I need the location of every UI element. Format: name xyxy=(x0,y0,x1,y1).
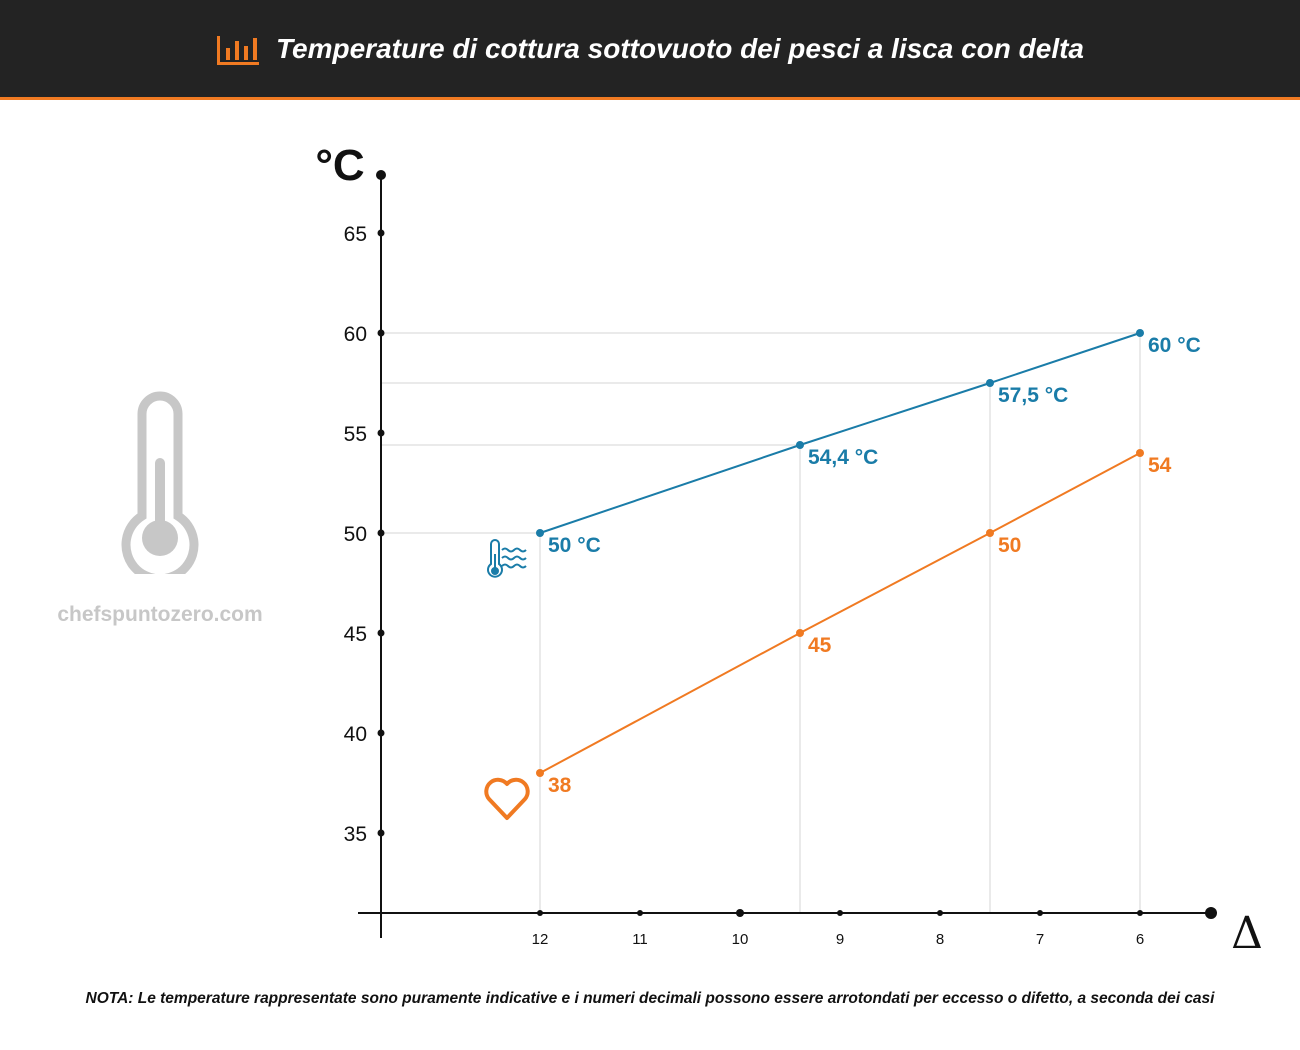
data-point xyxy=(536,769,544,777)
header-content: Temperature di cottura sottovuoto dei pe… xyxy=(0,0,1300,97)
data-point xyxy=(986,379,994,387)
y-tick-label: 45 xyxy=(344,623,367,646)
thermometer-icon xyxy=(121,391,199,574)
y-tick-label: 65 xyxy=(344,223,367,246)
y-tick-dot xyxy=(377,829,385,837)
series-1: 50 °C 54,4 °C 57,5 °C 60 °C xyxy=(536,329,1201,557)
x-tick-dot xyxy=(537,910,543,916)
watermark-text: chefspuntozero.com xyxy=(57,603,263,626)
x-tick-dot xyxy=(1037,910,1043,916)
water-thermometer-icon xyxy=(487,539,527,578)
data-point xyxy=(986,529,994,537)
x-tick-label: 9 xyxy=(836,931,844,948)
x-tick-label: 8 xyxy=(936,931,944,948)
y-axis-label: °C xyxy=(315,141,364,190)
y-tick-label: 50 xyxy=(344,523,367,546)
chart-title: Temperature di cottura sottovuoto dei pe… xyxy=(275,32,1085,64)
grid-lines xyxy=(381,332,1141,913)
series: 50 °C 54,4 °C 57,5 °C 60 °C 38 45 50 54 xyxy=(536,329,1201,797)
x-tick-dot xyxy=(736,909,744,917)
axes: °C Δ xyxy=(315,141,1263,959)
data-label: 54 xyxy=(1148,454,1172,477)
data-point xyxy=(536,529,544,537)
series-2: 38 45 50 54 xyxy=(536,449,1172,797)
y-tick-label: 60 xyxy=(344,323,367,346)
y-tick-dot xyxy=(377,429,385,437)
data-label: 50 °C xyxy=(548,534,601,557)
x-ticks: 12 11 10 9 8 7 6 xyxy=(532,909,1144,948)
data-label: 60 °C xyxy=(1148,334,1201,357)
y-tick-label: 35 xyxy=(344,823,367,846)
x-tick-label: 7 xyxy=(1036,931,1044,948)
x-tick-label: 6 xyxy=(1136,931,1144,948)
x-tick-dot xyxy=(937,910,943,916)
data-point xyxy=(1136,449,1144,457)
bar-chart-icon xyxy=(216,35,259,65)
data-label: 45 xyxy=(808,634,832,657)
data-point xyxy=(796,629,804,637)
x-tick-dot xyxy=(837,910,843,916)
data-point xyxy=(796,441,804,449)
data-label: 50 xyxy=(998,534,1021,557)
heart-icon xyxy=(484,777,530,820)
y-axis-end-dot xyxy=(376,170,386,180)
x-tick-label: 11 xyxy=(632,931,648,948)
series-line xyxy=(539,452,1141,774)
data-label: 54,4 °C xyxy=(808,446,878,469)
footnote: NOTA: Le temperature rappresentate sono … xyxy=(85,990,1215,1007)
data-label: 57,5 °C xyxy=(998,384,1068,407)
y-tick-dot xyxy=(377,729,385,737)
x-tick-label: 12 xyxy=(532,931,549,948)
x-tick-dot xyxy=(1137,910,1143,916)
y-tick-dot xyxy=(377,329,385,337)
x-axis-label: Δ xyxy=(1231,908,1263,959)
series-line xyxy=(539,332,1141,534)
x-tick-label: 10 xyxy=(732,931,749,948)
header-bar: Temperature di cottura sottovuoto dei pe… xyxy=(0,0,1300,100)
y-tick-label: 55 xyxy=(344,423,367,446)
data-point xyxy=(1136,329,1144,337)
y-tick-dot xyxy=(377,629,385,637)
y-tick-label: 40 xyxy=(344,723,367,746)
y-tick-dot xyxy=(377,229,385,237)
y-ticks: 35 40 45 50 55 60 65 xyxy=(344,223,385,846)
x-tick-dot xyxy=(637,910,643,916)
x-axis-end-dot xyxy=(1205,907,1217,919)
data-label: 38 xyxy=(548,774,572,797)
y-tick-dot xyxy=(377,529,385,537)
